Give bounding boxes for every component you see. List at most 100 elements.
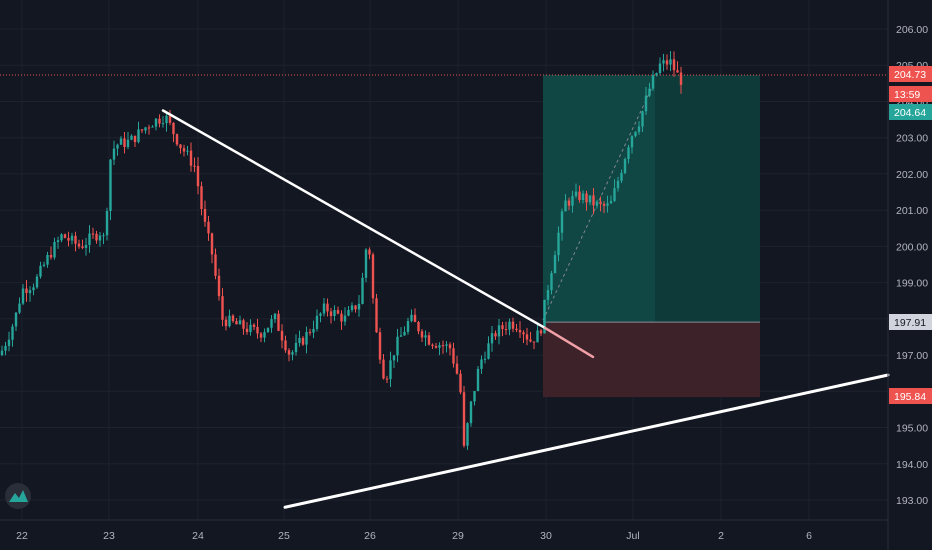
candle-body: [154, 118, 158, 127]
candle-body: [655, 73, 658, 76]
candle-body: [623, 159, 627, 173]
candle-body: [291, 352, 294, 355]
candle-body: [452, 348, 455, 364]
candle-body: [168, 115, 172, 123]
candle-body: [616, 180, 620, 189]
candle-body: [277, 313, 280, 331]
candle-body: [242, 320, 245, 329]
candle-body: [599, 201, 602, 204]
candle-body: [60, 234, 63, 241]
candle-body: [469, 401, 473, 424]
candle-body: [116, 144, 119, 149]
candle-body: [613, 188, 616, 201]
candle-body: [672, 59, 676, 71]
candle-body: [578, 191, 581, 201]
candle-body: [466, 423, 469, 446]
position-path: [542, 80, 656, 321]
candle-body: [389, 360, 392, 380]
candle-body: [501, 325, 504, 329]
candle-body: [18, 303, 21, 313]
candle-body: [648, 88, 651, 96]
candle-body: [228, 315, 231, 327]
candle-body: [546, 290, 550, 300]
candle-body: [343, 315, 347, 322]
candle-body: [662, 60, 665, 64]
candle-body: [305, 331, 308, 345]
candle-body: [434, 346, 438, 348]
candle-body: [81, 246, 84, 248]
time-tick-label: 26: [364, 530, 376, 542]
candle-body: [147, 127, 151, 129]
candle-body: [4, 345, 7, 351]
candle-body: [119, 138, 123, 145]
candle-body: [7, 339, 11, 346]
price-tag-label: 13:59: [894, 89, 920, 101]
candle-body: [308, 331, 312, 333]
candle-body: [322, 303, 326, 314]
candles: [0, 51, 683, 450]
candle-body: [189, 150, 193, 166]
candle-body: [378, 332, 382, 360]
candle-body: [448, 344, 452, 349]
price-tick-label: 203.00: [896, 133, 928, 145]
price-tag: [889, 66, 932, 82]
price-tag-label: 195.84: [894, 391, 926, 403]
candle-body: [665, 60, 669, 65]
candle-body: [445, 344, 448, 346]
downtrend-line[interactable]: [161, 109, 547, 330]
candle-body: [361, 277, 364, 304]
candle-body: [231, 315, 235, 322]
trend-lines[interactable]: [161, 109, 890, 509]
time-axis[interactable]: 22 23 24 25 26 29 30 Jul 2 6: [16, 530, 812, 542]
time-tick-label: 6: [806, 530, 812, 542]
candle-body: [476, 368, 480, 391]
candle-body: [396, 336, 399, 356]
candle-body: [256, 326, 259, 334]
loss-zone[interactable]: [543, 322, 760, 398]
candle-body: [462, 392, 466, 446]
downtrend-line-extension[interactable]: [543, 326, 595, 359]
candle-body: [280, 330, 284, 341]
price-tick-label: 193.00: [896, 495, 928, 507]
time-tick-label: 2: [718, 530, 724, 542]
candle-body: [536, 330, 539, 343]
candle-body: [518, 330, 522, 333]
candle-body: [249, 324, 252, 333]
candle-body: [326, 303, 329, 312]
candle-body: [77, 243, 81, 247]
candle-body: [259, 333, 263, 338]
uptrend-line[interactable]: [283, 373, 890, 509]
candle-body: [32, 287, 35, 291]
candle-body: [161, 123, 165, 125]
candle-body: [319, 313, 322, 316]
candle-body: [109, 159, 112, 211]
candle-body: [511, 321, 515, 329]
candle-body: [634, 131, 637, 137]
candle-body: [175, 134, 179, 145]
candle-body: [357, 303, 361, 310]
candle-body: [21, 288, 25, 304]
candle-body: [550, 273, 553, 291]
candle-body: [669, 59, 672, 65]
candle-body: [630, 136, 634, 148]
candle-body: [329, 311, 333, 317]
logo-icon[interactable]: [5, 483, 31, 509]
candle-body: [644, 95, 648, 112]
candle-body: [14, 312, 18, 327]
candle-body: [525, 334, 529, 340]
candle-body: [182, 148, 186, 152]
candle-body: [410, 314, 413, 322]
candle-body: [224, 319, 228, 327]
candle-body: [431, 344, 434, 347]
candle-body: [473, 390, 476, 402]
candle-body: [11, 326, 14, 340]
candle-body: [298, 337, 301, 343]
price-tag-label: 204.64: [894, 107, 926, 119]
candle-body: [158, 118, 161, 124]
price-tag: [889, 388, 932, 404]
time-tick-label: 30: [540, 530, 552, 542]
candle-body: [658, 63, 662, 74]
candle-body: [315, 315, 319, 329]
candle-body: [284, 340, 287, 351]
